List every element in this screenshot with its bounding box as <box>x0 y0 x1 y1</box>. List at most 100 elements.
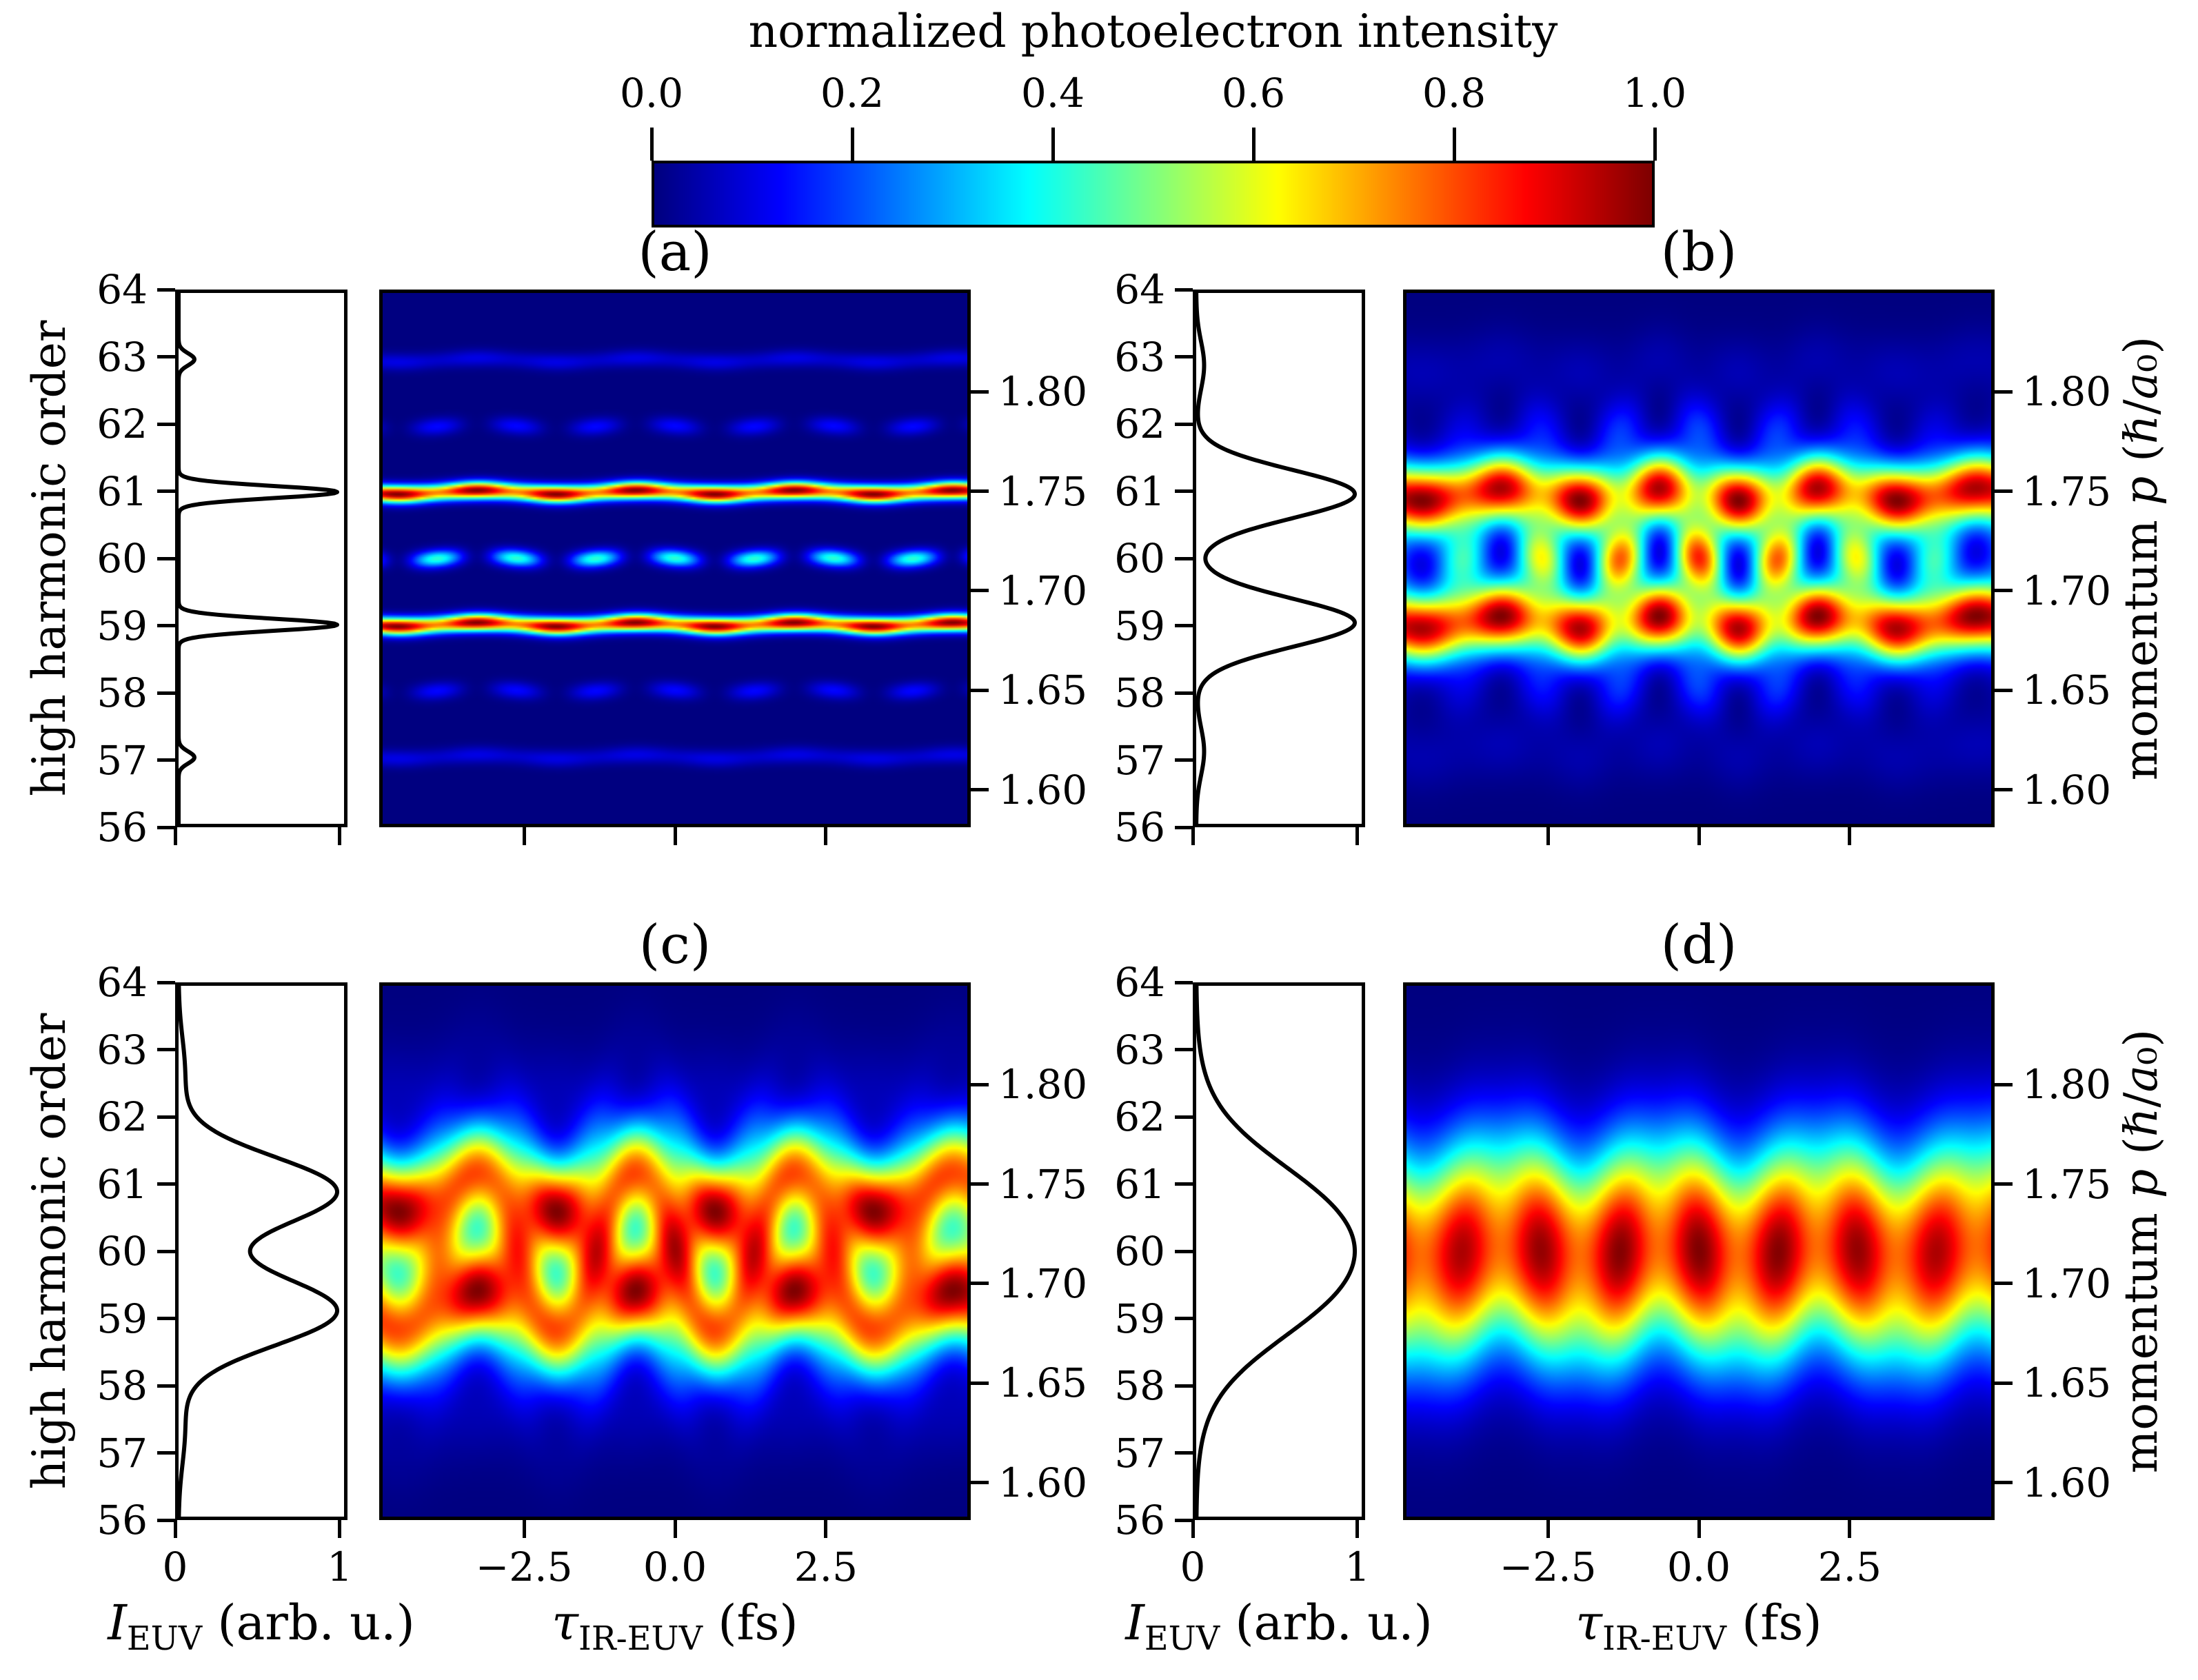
harmonic-tick-mark <box>157 489 175 493</box>
momentum-tick-mark <box>971 589 989 593</box>
momentum-tick-label: 1.60 <box>998 766 1088 813</box>
harmonic-tick-label: 58 <box>97 1362 148 1409</box>
momentum-tick-label: 1.70 <box>2022 567 2112 614</box>
momentum-tick-label: 1.75 <box>2022 467 2112 515</box>
momentum-tick-mark <box>1995 1182 2013 1186</box>
momentum-tick-label: 1.65 <box>2022 667 2112 714</box>
harmonic-tick-mark <box>157 758 175 762</box>
spectrum-x-tick-label: 1 <box>327 1544 353 1590</box>
harmonic-tick-mark <box>1175 1317 1193 1320</box>
harmonic-tick-label: 57 <box>97 736 148 784</box>
momentum-tick-mark <box>971 1282 989 1286</box>
harmonic-tick-mark <box>157 1384 175 1388</box>
harmonic-tick-label: 61 <box>1114 467 1165 515</box>
panel-a-spectrum-curve <box>179 293 339 824</box>
momentum-tick-mark <box>971 389 989 394</box>
panel-b-spectrum-curve <box>1196 293 1357 824</box>
panel-d-heatmap <box>1403 982 1995 1520</box>
momentum-tick-label: 1.70 <box>998 567 1088 614</box>
harmonic-tick-mark <box>1175 1518 1193 1522</box>
delay-tick-label: 0.0 <box>1666 1544 1731 1590</box>
spectrum-x-tick-mark <box>1355 1520 1360 1538</box>
harmonic-tick-mark <box>1175 691 1193 695</box>
delay-tick-mark <box>824 827 828 845</box>
ieuv-label-sub: EUV <box>126 1620 203 1658</box>
harmonic-tick-label: 62 <box>1114 1093 1165 1140</box>
momentum-tick-label: 1.80 <box>998 1061 1088 1109</box>
harmonic-tick-label: 59 <box>1114 602 1165 649</box>
spectrum-x-tick-mark <box>173 827 177 845</box>
momentum-label-text: momentum <box>2115 1198 2168 1474</box>
harmonic-tick-mark <box>157 1048 175 1051</box>
momentum-tick-mark <box>971 1381 989 1385</box>
harmonic-tick-mark <box>1175 1048 1193 1051</box>
tau-label-sub: IR-EUV <box>578 1620 703 1658</box>
delay-tick-mark <box>1546 827 1550 845</box>
harmonic-tick-label: 61 <box>97 467 148 515</box>
momentum-tick-mark <box>1995 1082 2013 1086</box>
tau-label-tau: τ <box>1575 1595 1603 1651</box>
harmonic-tick-mark <box>157 980 175 984</box>
panel-c-spectrum-plot <box>175 982 347 1520</box>
panel-d-spectrum-plot <box>1193 982 1365 1520</box>
spectrum-x-tick-mark <box>1191 827 1195 845</box>
spectrum-x-tick-label: 0 <box>1180 1544 1206 1590</box>
colorbar-tick-label: 0.4 <box>1020 70 1085 117</box>
panel-c-heatmap-canvas <box>383 986 967 1517</box>
tau-label-tau: τ <box>552 1595 579 1651</box>
delay-tick-mark <box>673 827 677 845</box>
momentum-tick-mark <box>971 788 989 792</box>
momentum-axis-label-row2: momentum p (ℏ/a₀) <box>2113 982 2170 1520</box>
spectrum-xlabel-left: IEUV (arb. u.) <box>20 1594 503 1668</box>
momentum-tick-mark <box>971 1082 989 1086</box>
harmonic-tick-label: 57 <box>97 1429 148 1477</box>
harmonic-tick-label: 60 <box>1114 1228 1165 1275</box>
harmonic-tick-mark <box>1175 489 1193 493</box>
harmonic-tick-label: 56 <box>1114 804 1165 851</box>
harmonic-tick-label: 61 <box>97 1160 148 1208</box>
momentum-tick-label: 1.75 <box>998 467 1088 515</box>
spectrum-x-tick-mark <box>1191 1520 1195 1538</box>
harmonic-tick-mark <box>157 691 175 695</box>
harmonic-tick-label: 56 <box>97 804 148 851</box>
ieuv-label-I: I <box>108 1595 127 1651</box>
momentum-axis-label-row1: momentum p (ℏ/a₀) <box>2113 290 2170 827</box>
colorbar-canvas <box>654 163 1652 225</box>
panel-a-spectrum-plot <box>175 290 347 827</box>
harmonic-tick-label: 59 <box>97 602 148 649</box>
panel-d-spectrum-curve <box>1196 986 1357 1517</box>
panel-c-spectrum-curve <box>179 986 339 1517</box>
momentum-label-sub0: ₀) <box>2115 1029 2168 1066</box>
delay-tick-mark <box>1697 1520 1701 1538</box>
harmonic-tick-mark <box>157 825 175 829</box>
momentum-tick-label: 1.65 <box>2022 1359 2112 1407</box>
momentum-tick-label: 1.60 <box>998 1459 1088 1506</box>
colorbar-tick-mark <box>1051 128 1055 161</box>
delay-xlabel-left: τIR-EUV (fs) <box>434 1594 916 1668</box>
panel-b-heatmap <box>1403 290 1995 827</box>
ieuv-label-units: (arb. u.) <box>202 1595 415 1651</box>
momentum-tick-mark <box>1995 788 2013 792</box>
harmonic-tick-label: 58 <box>1114 1362 1165 1409</box>
panel-d-label: (d) <box>1660 914 1737 976</box>
momentum-tick-mark <box>1995 688 2013 692</box>
momentum-tick-label: 1.60 <box>2022 766 2112 813</box>
delay-tick-label: 2.5 <box>1817 1544 1882 1590</box>
harmonic-tick-mark <box>1175 287 1193 292</box>
delay-tick-label: 0.0 <box>643 1544 707 1590</box>
harmonic-tick-label: 62 <box>97 401 148 447</box>
momentum-tick-mark <box>1995 1481 2013 1485</box>
panel-a-heatmap-canvas <box>383 293 967 824</box>
ieuv-label-I: I <box>1125 1595 1145 1651</box>
colorbar-tick-label: 0.0 <box>619 70 684 117</box>
delay-tick-mark <box>522 1520 526 1538</box>
momentum-tick-label: 1.80 <box>2022 1061 2112 1109</box>
harmonic-tick-label: 64 <box>1114 266 1165 313</box>
delay-tick-mark <box>1697 827 1701 845</box>
ieuv-label-units: (arb. u.) <box>1220 1595 1433 1651</box>
colorbar-gradient-bar <box>652 161 1655 227</box>
momentum-tick-mark <box>971 1481 989 1485</box>
harmonic-tick-label: 60 <box>1114 535 1165 582</box>
harmonic-tick-mark <box>1175 825 1193 829</box>
